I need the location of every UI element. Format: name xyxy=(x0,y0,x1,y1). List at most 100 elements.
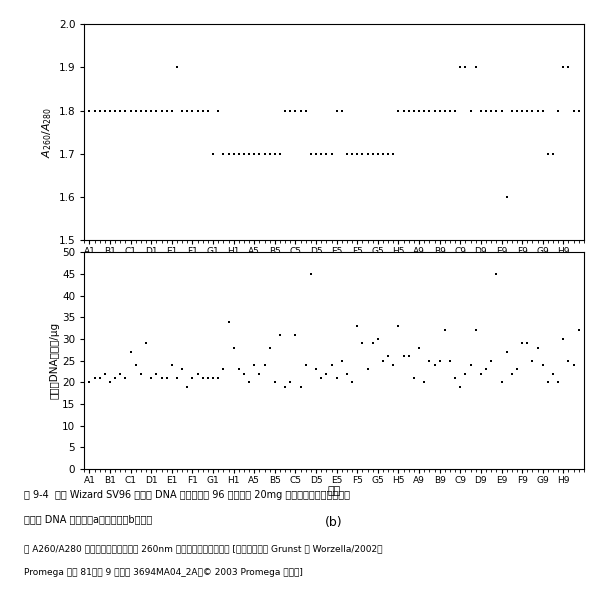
Point xyxy=(388,149,398,159)
Point xyxy=(435,106,444,115)
Point xyxy=(466,106,476,115)
X-axis label: 孔数: 孔数 xyxy=(327,486,341,496)
Point xyxy=(548,369,558,379)
Point xyxy=(90,373,99,383)
X-axis label: 孔数: 孔数 xyxy=(327,258,341,267)
Point xyxy=(157,373,166,383)
Point xyxy=(239,369,249,379)
Point xyxy=(445,106,455,115)
Point xyxy=(317,149,326,159)
Point xyxy=(378,356,388,365)
Point xyxy=(162,106,172,115)
Point xyxy=(213,106,223,115)
Point xyxy=(224,149,234,159)
Point xyxy=(548,149,558,159)
Point xyxy=(270,149,280,159)
Text: 基因组 DNA 的纯度（a）和产量（b）测定: 基因组 DNA 的纯度（a）和产量（b）测定 xyxy=(24,514,152,524)
Point xyxy=(317,373,326,383)
Point xyxy=(553,106,563,115)
Point xyxy=(435,356,444,365)
Point xyxy=(110,106,120,115)
Point xyxy=(265,343,275,352)
Point xyxy=(507,369,517,379)
Point xyxy=(162,373,172,383)
Point xyxy=(291,330,300,340)
Point xyxy=(559,334,568,344)
Point xyxy=(507,106,517,115)
Point xyxy=(291,106,300,115)
Point xyxy=(105,106,115,115)
Point xyxy=(527,356,537,365)
Point xyxy=(244,377,254,387)
Text: (a): (a) xyxy=(325,288,343,301)
Point xyxy=(126,347,135,357)
Point xyxy=(353,149,362,159)
Point xyxy=(116,106,125,115)
Point xyxy=(445,356,455,365)
Point xyxy=(461,369,470,379)
Point xyxy=(301,360,311,370)
Point xyxy=(517,106,527,115)
Point xyxy=(523,338,532,348)
Point xyxy=(497,106,506,115)
Point xyxy=(466,360,476,370)
Point xyxy=(244,149,254,159)
Point xyxy=(420,106,429,115)
Point xyxy=(198,373,208,383)
Text: (b): (b) xyxy=(325,516,343,529)
Point xyxy=(523,106,532,115)
Point xyxy=(363,364,373,374)
Point xyxy=(265,149,275,159)
Point xyxy=(409,106,419,115)
Point xyxy=(281,382,290,391)
Point xyxy=(450,373,460,383)
Point xyxy=(203,106,213,115)
Point xyxy=(167,360,176,370)
Point xyxy=(538,360,548,370)
Point xyxy=(373,334,383,344)
Point xyxy=(249,149,259,159)
Point xyxy=(424,106,434,115)
Point xyxy=(131,360,141,370)
Point xyxy=(203,373,213,383)
Point xyxy=(450,106,460,115)
Point xyxy=(321,149,331,159)
Point xyxy=(285,106,295,115)
Point xyxy=(213,373,223,383)
Point xyxy=(456,63,465,72)
Point xyxy=(574,106,583,115)
Text: Promega 注释 81，第 9 页，图 3694MA04_2A（© 2003 Promega 公司）]: Promega 注释 81，第 9 页，图 3694MA04_2A（© 2003… xyxy=(24,568,303,577)
Point xyxy=(337,356,347,365)
Point xyxy=(471,326,480,335)
Point xyxy=(337,106,347,115)
Point xyxy=(172,373,182,383)
Point xyxy=(306,149,315,159)
Point xyxy=(249,360,259,370)
Point xyxy=(563,356,573,365)
Point xyxy=(342,369,352,379)
Point xyxy=(193,369,202,379)
Point xyxy=(553,377,563,387)
Point xyxy=(399,106,409,115)
Point xyxy=(85,106,95,115)
Point xyxy=(404,106,414,115)
Point xyxy=(492,269,501,279)
Point xyxy=(358,338,367,348)
Point xyxy=(100,369,110,379)
Point xyxy=(414,106,424,115)
Point xyxy=(486,106,496,115)
Point xyxy=(512,106,522,115)
Point xyxy=(332,106,341,115)
Point xyxy=(224,317,234,326)
Point xyxy=(502,347,512,357)
Point xyxy=(296,106,305,115)
Point xyxy=(306,269,315,279)
Point xyxy=(383,149,393,159)
Point xyxy=(512,364,522,374)
Point xyxy=(208,373,218,383)
Point xyxy=(120,373,130,383)
Point xyxy=(136,369,146,379)
Point xyxy=(502,192,512,202)
Point xyxy=(219,149,228,159)
Point xyxy=(388,360,398,370)
